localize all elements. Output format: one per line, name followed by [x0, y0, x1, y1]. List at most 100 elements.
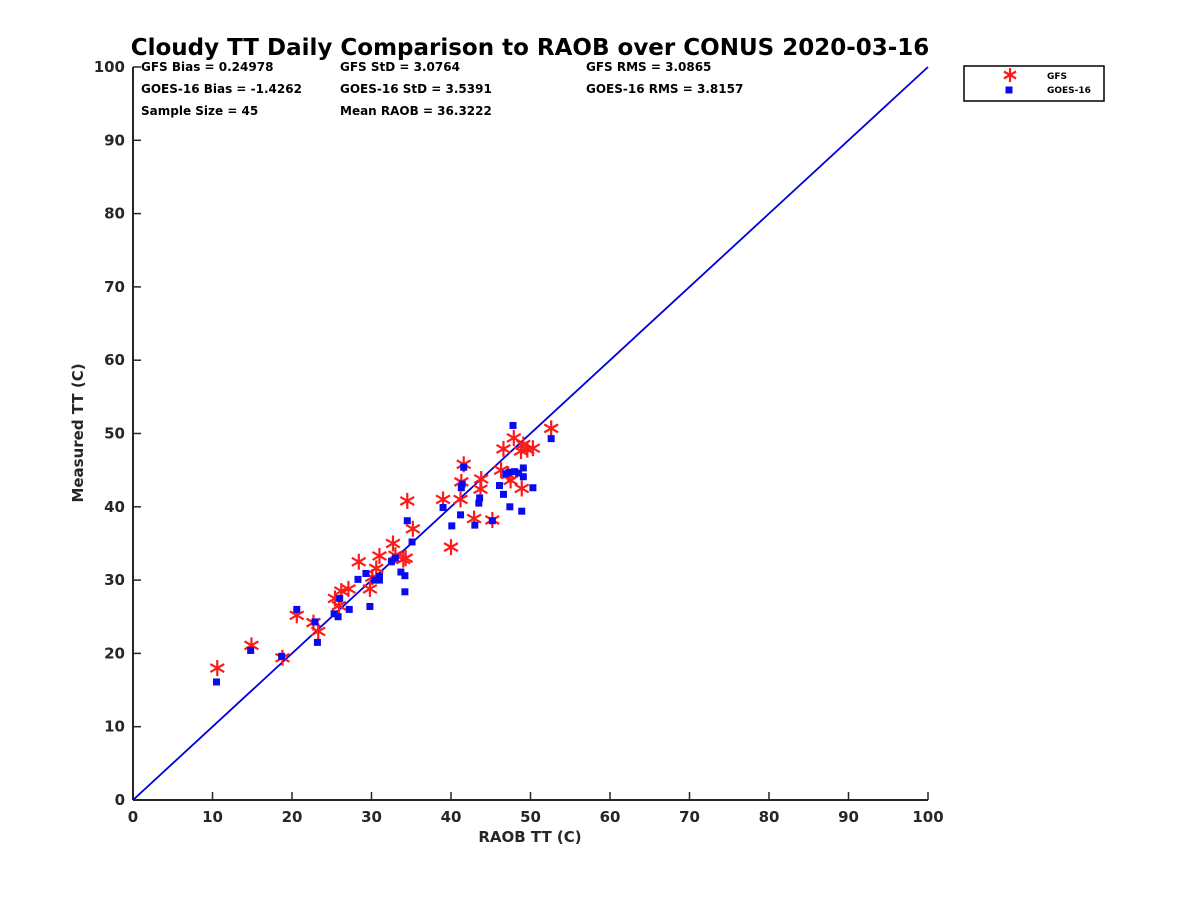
legend: GFS GOES-16	[963, 65, 1105, 102]
goes16-point	[457, 484, 465, 492]
goes16-point	[519, 473, 527, 481]
stat-text: Sample Size = 45	[141, 104, 258, 118]
goes16-point	[499, 490, 507, 498]
goes16-point	[506, 503, 514, 511]
goes16-point	[354, 575, 362, 583]
statistics-annotations: GFS Bias = 0.24978 GFS StD = 3.0764 GFS RM…	[141, 60, 743, 118]
legend-gfs-label: GFS	[1047, 72, 1067, 82]
goes16-point	[336, 594, 344, 602]
stat-text: GOES-16 Bias = -1.4262	[141, 82, 302, 96]
goes16-point	[457, 511, 465, 519]
legend-goes16-marker	[1005, 86, 1013, 94]
y-tick-label: 50	[104, 425, 125, 443]
goes16-point	[313, 638, 321, 646]
goes16-point	[247, 646, 255, 654]
reference-line-layer	[132, 66, 929, 801]
goes16-point	[311, 618, 319, 626]
goes16-point	[366, 602, 374, 610]
stat-text: GFS RMS = 3.0865	[586, 60, 711, 74]
goes16-point	[547, 435, 555, 443]
y-tick-label: 30	[104, 571, 125, 589]
goes16-point	[375, 572, 383, 580]
gfs-point	[351, 553, 367, 570]
goes16-point	[330, 610, 338, 618]
gfs-point	[362, 580, 378, 597]
goes16-point	[475, 499, 483, 507]
gfs-point	[514, 480, 530, 497]
goes16-point	[515, 469, 523, 477]
goes16-point	[397, 568, 405, 576]
goes16-point	[401, 588, 409, 596]
y-tick-label: 100	[94, 58, 125, 76]
stat-text: GOES-16 RMS = 3.8157	[586, 82, 743, 96]
x-tick-label: 50	[520, 808, 541, 826]
y-tick-label: 90	[104, 131, 125, 149]
goes16-point	[458, 480, 466, 488]
goes16-point	[278, 652, 286, 660]
plot-axes: 0 10 20 30 40 50 60 70 80 90 100 0 10 20 30 40 50 60 70 80 9…	[94, 58, 944, 826]
goes16-point	[519, 464, 527, 472]
goes16-point	[529, 484, 537, 492]
legend-gfs-asterisk	[1003, 68, 1017, 82]
y-tick-label: 0	[115, 791, 125, 809]
y-axis-title: Measured TT (C)	[69, 363, 87, 502]
gfs-point	[399, 492, 415, 509]
goes16-point	[439, 504, 447, 512]
y-tick-label: 80	[104, 205, 125, 223]
y-tick-label: 10	[104, 718, 125, 736]
one-to-one-reference-line	[132, 66, 929, 801]
goes16-point	[476, 494, 484, 502]
data-points	[209, 420, 559, 686]
x-tick-label: 40	[441, 808, 462, 826]
goes16-point	[488, 517, 496, 525]
goes16-point	[505, 468, 513, 476]
goes16-point	[511, 468, 519, 476]
x-tick-label: 0	[128, 808, 138, 826]
x-axis-title: RAOB TT (C)	[478, 828, 581, 846]
gfs-point	[340, 580, 356, 597]
x-tick-label: 70	[679, 808, 700, 826]
gfs-point	[398, 550, 414, 567]
stat-text: Mean RAOB = 36.3222	[340, 104, 492, 118]
goes16-point	[293, 605, 301, 613]
gfs-point	[385, 535, 401, 552]
goes16-point	[401, 572, 409, 580]
legend-goes16-square	[1005, 86, 1013, 94]
goes16-point	[334, 613, 342, 621]
goes16-point	[448, 522, 456, 530]
gfs-point	[543, 420, 559, 437]
stat-text: GOES-16 StD = 3.5391	[340, 82, 492, 96]
y-tick-label: 70	[104, 278, 125, 296]
gfs-point	[209, 660, 225, 677]
gfs-point	[495, 440, 511, 457]
goes16-point	[460, 463, 468, 471]
x-tick-label: 60	[600, 808, 621, 826]
goes16-point	[362, 570, 370, 578]
gfs-point	[473, 470, 489, 487]
y-tick-label: 20	[104, 644, 125, 662]
goes16-point	[345, 605, 353, 613]
x-tick-label: 30	[361, 808, 382, 826]
legend-box	[963, 65, 1105, 102]
x-tick-label: 10	[202, 808, 223, 826]
x-tick-label: 90	[838, 808, 859, 826]
legend-gfs-marker	[1003, 68, 1017, 82]
gfs-point	[405, 520, 421, 537]
goes16-point	[403, 517, 411, 525]
goes16-point	[391, 554, 399, 562]
chart-title: Cloudy TT Daily Comparison to RAOB over …	[131, 35, 930, 61]
gfs-point	[453, 491, 469, 508]
goes16-point	[495, 482, 503, 490]
stat-text: GFS Bias = 0.24978	[141, 60, 273, 74]
goes16-point	[212, 678, 220, 686]
goes16-point	[408, 538, 416, 546]
x-tick-label: 80	[759, 808, 780, 826]
legend-goes16-label: GOES-16	[1047, 86, 1091, 96]
y-tick-label: 40	[104, 498, 125, 516]
gfs-point	[310, 623, 326, 640]
stat-text: GFS StD = 3.0764	[340, 60, 460, 74]
goes16-point	[518, 507, 526, 515]
goes16-point	[375, 576, 383, 584]
x-tick-label: 20	[282, 808, 303, 826]
